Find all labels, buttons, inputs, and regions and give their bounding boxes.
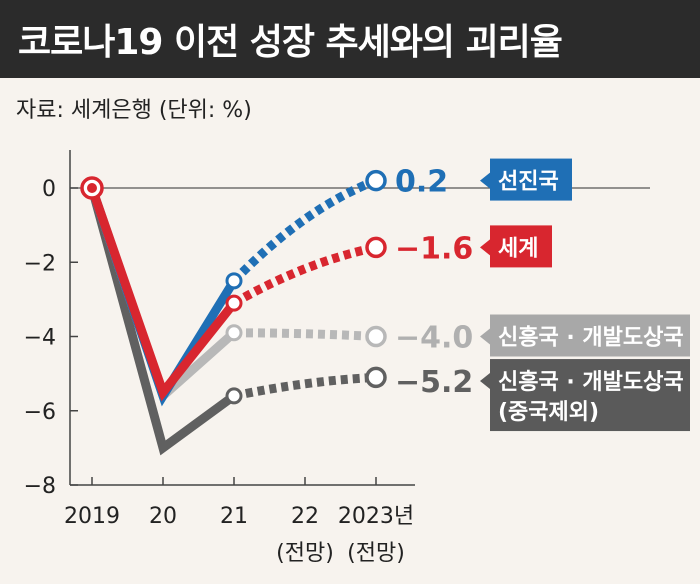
source-note: 자료: 세계은행 (단위: %) [16,98,252,123]
y-tick-label: 0 [42,177,56,202]
y-tick-label: −6 [24,400,56,425]
y-tick-label: −2 [24,251,56,276]
end-value-label-3: −5.2 [395,365,473,400]
tag-pointer-1 [480,239,490,256]
series-point-2023-3 [365,366,387,389]
series-projection-3 [233,372,377,401]
end-value-label-2: −4.0 [395,321,473,356]
end-value-label-1: −1.6 [395,231,473,266]
x-subtick-label: (전망) [347,541,405,566]
series-point-2021-3 [225,387,243,405]
series-point-2021-0 [225,272,243,290]
series-projection-1 [231,242,377,307]
series-point-2021-1 [225,294,243,312]
series-point-2023-1 [365,236,387,259]
series-tag-label-3: 신흥국 · 개발도상국 [498,370,684,395]
series-point-2021-2 [225,324,243,342]
tag-pointer-0 [480,172,490,189]
x-tick-label: 22 [291,504,319,529]
x-tick-label: 20 [149,504,177,529]
x-tick-label: 2023년 [338,504,414,529]
y-tick-label: −8 [24,474,56,499]
y-tick-label: −4 [24,326,56,351]
x-tick-label: 21 [220,504,248,529]
tag-pointer-2 [480,328,490,345]
series-projection-0 [230,176,378,284]
series-tag-0 [490,158,572,201]
series-tag-label-1: 세계 [498,236,538,261]
series-tag-1 [490,225,552,268]
series-point-2023-2 [365,325,387,348]
series-line-1 [87,186,238,402]
series-start-point-inner [87,183,97,193]
end-value-label-0: 0.2 [395,165,448,200]
series-line-2 [87,186,237,404]
x-tick-label: 2019 [64,504,120,529]
series-projection-2 [233,328,377,341]
series-tag-3 [490,359,690,432]
tag-pointer-3 [480,373,490,390]
series-tag-label-3: (중국제외) [498,400,599,425]
series-tag-label-0: 선진국 [498,170,559,195]
series-point-2023-0 [365,169,387,192]
series-tag-2 [490,314,690,357]
series-line-0 [87,186,238,407]
series-line-3 [87,186,237,456]
series-tag-label-2: 신흥국 · 개발도상국 [498,326,684,351]
chart-title: 코로나19 이전 성장 추세와의 괴리율 [0,0,700,78]
x-subtick-label: (전망) [276,541,334,566]
